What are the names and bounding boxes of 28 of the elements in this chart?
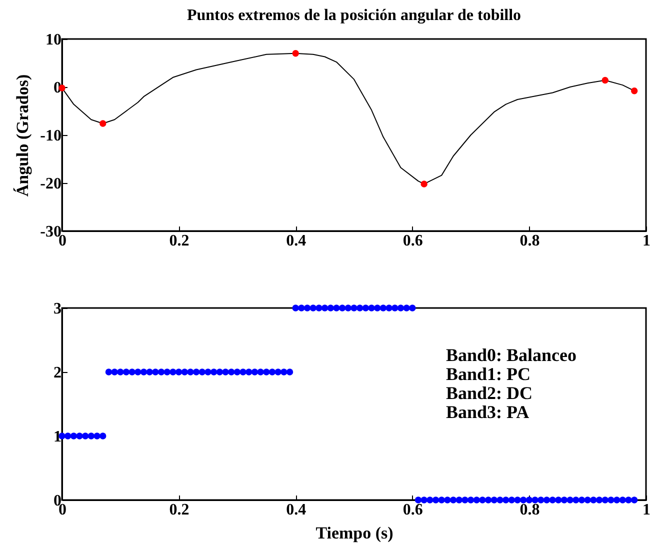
y-tick-label: -10: [40, 128, 62, 144]
annotation: Band3: PA: [446, 402, 530, 422]
x-tick-label: 0.4: [286, 232, 306, 250]
y-tick-label: 2: [54, 364, 62, 382]
y-axis-title: Ángulo (Grados): [13, 74, 32, 197]
point: [292, 50, 299, 57]
point: [630, 87, 638, 94]
point: [420, 180, 428, 188]
x-axis-title: Tiempo (s): [316, 524, 394, 542]
x-tick-label: 0.8: [520, 232, 540, 250]
x-tick-label: 0.6: [402, 232, 423, 250]
x-tick-label: 0.2: [169, 232, 190, 250]
x-tick-label: 0.2: [169, 502, 190, 518]
annotation: Band1: PC: [446, 364, 531, 384]
annotation: Band2: DC: [446, 383, 533, 403]
point: [100, 120, 106, 127]
x-tick-label: 0.8: [520, 502, 540, 518]
chart-title: Puntos extremos de la posición angular de tobillo: [186, 7, 522, 24]
x-tick-label: 1: [642, 232, 650, 250]
x-tick-label: 0.6: [402, 502, 423, 518]
x-tick-label: 1: [642, 502, 650, 518]
y-tick-label: 3: [54, 300, 62, 318]
point: [602, 76, 608, 84]
y-tick-label: -20: [40, 176, 62, 192]
y-tick-label: 1: [54, 428, 62, 446]
annotation: Band0: Balanceo: [446, 345, 577, 365]
x-tick-label: 0.4: [286, 502, 306, 518]
y-tick-label: 10: [46, 32, 62, 48]
